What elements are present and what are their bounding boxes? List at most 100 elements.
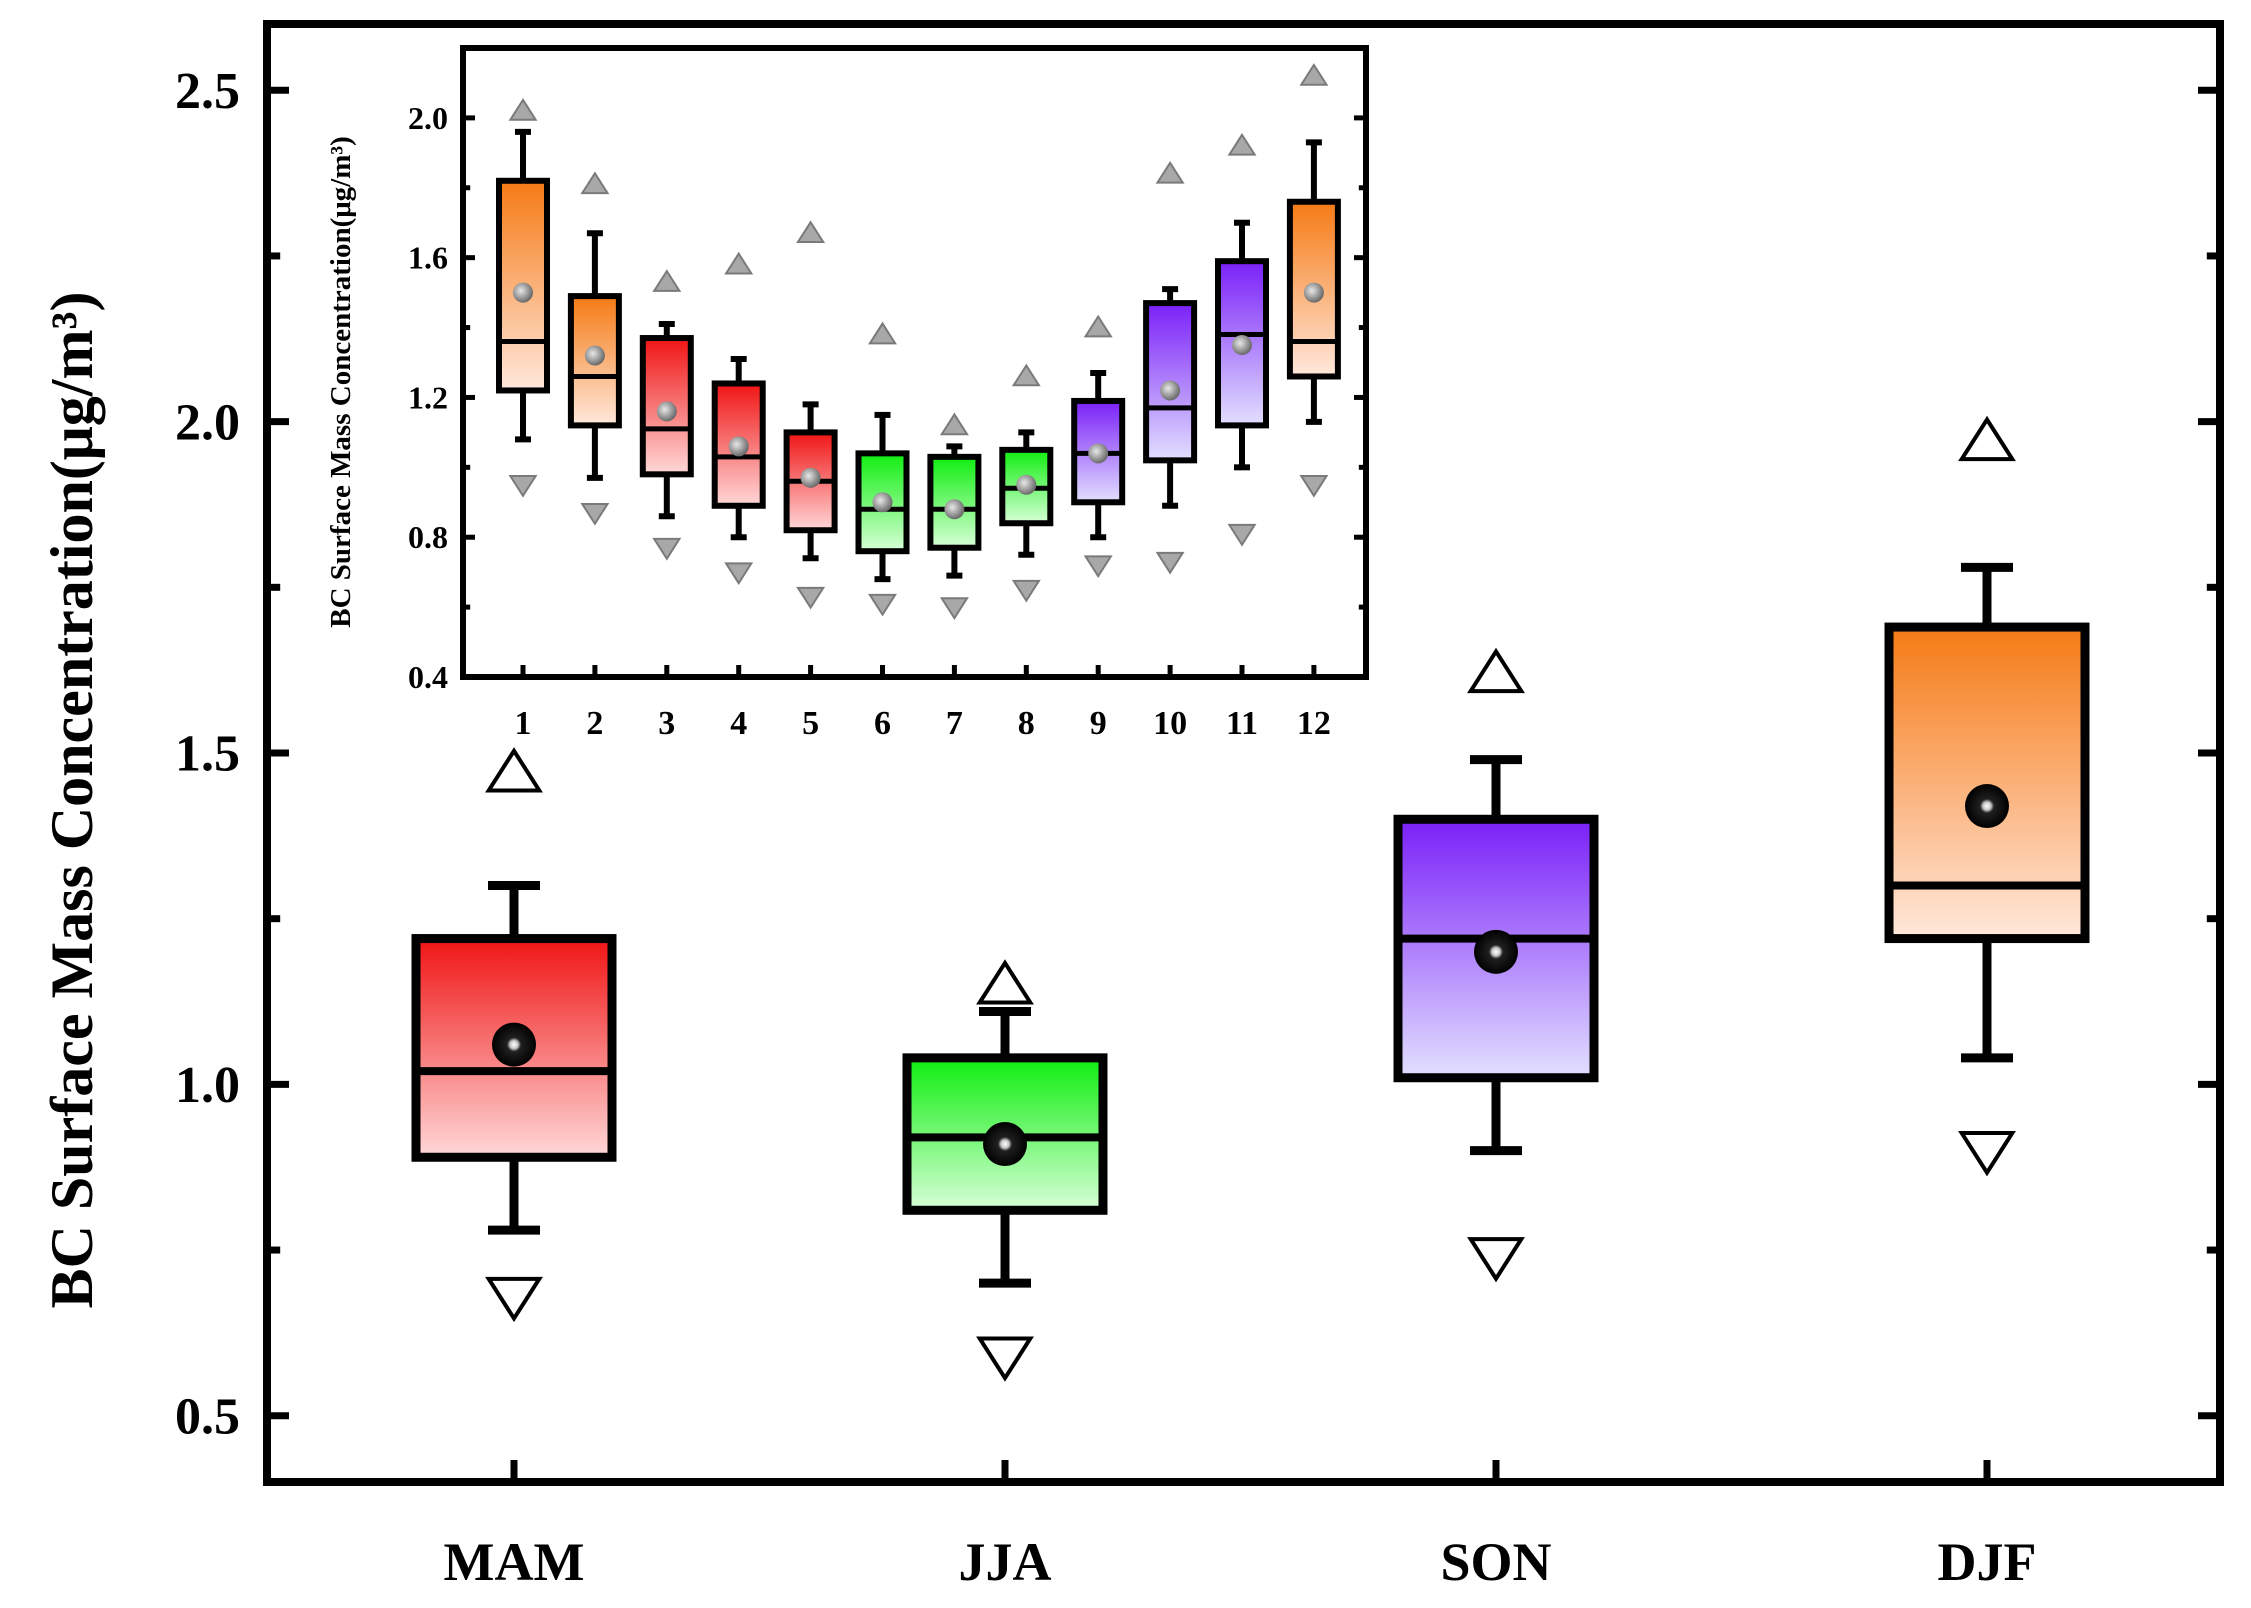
inset-mean-marker	[1088, 443, 1109, 464]
inset-x-tick-label: 2	[586, 705, 603, 742]
inset-y-tick-label: 2.0	[408, 100, 448, 136]
main-x-tick-label: SON	[1440, 1532, 1551, 1592]
inset-min-marker	[1083, 555, 1113, 579]
inset-box-12	[1286, 63, 1341, 498]
inset-x-ticks: 1 2 3 4 5 6 7 8 9 10 11 12	[515, 665, 1331, 742]
main-mean-marker	[983, 1122, 1027, 1167]
inset-mean-marker	[872, 492, 893, 513]
inset-box-5	[783, 220, 838, 610]
inset-max-marker	[580, 171, 610, 195]
inset-x-tick-label: 4	[730, 705, 747, 742]
main-max-marker	[485, 747, 543, 793]
inset-y-tick-label: 0.4	[408, 659, 448, 695]
main-box-JJA	[902, 959, 1108, 1382]
inset-max-marker	[939, 412, 969, 436]
inset-mean-marker	[800, 467, 821, 488]
main-y-tick-label: 0.5	[175, 1388, 240, 1445]
main-min-marker	[1958, 1131, 2016, 1177]
inset-x-tick-label: 6	[874, 705, 891, 742]
main-box-SON	[1393, 647, 1599, 1283]
main-max-marker	[1467, 647, 1525, 694]
main-box-iqr	[1884, 622, 2090, 944]
inset-min-marker	[652, 537, 682, 561]
main-mean-marker	[492, 1022, 536, 1067]
main-min-marker	[976, 1336, 1034, 1382]
main-max-marker	[1958, 415, 2016, 462]
inset-x-tick-label: 1	[515, 705, 532, 742]
inset-mean-marker	[1303, 282, 1324, 303]
main-y-tick-label: 1.5	[175, 726, 240, 783]
inset-y-ticks: 0.4 0.8 1.2 1.6 2.0	[408, 100, 1366, 695]
inset-box-9	[1071, 314, 1126, 579]
main-x-tick-label: DJF	[1938, 1532, 2037, 1592]
inset-min-marker	[868, 593, 897, 617]
inset-y-tick-label: 1.2	[408, 379, 448, 415]
inset-x-tick-label: 7	[946, 705, 963, 742]
main-x-tick-label: MAM	[444, 1532, 585, 1592]
inset-box-iqr	[711, 380, 766, 509]
main-boxes	[411, 415, 2090, 1382]
inset-mean-marker	[656, 401, 677, 422]
inset-min-marker	[508, 475, 538, 498]
inset-box-3	[639, 269, 694, 561]
inset-mean-marker	[944, 499, 965, 520]
inset-mean-marker	[1232, 335, 1252, 356]
inset-box-7	[927, 412, 982, 620]
inset-box-4	[711, 251, 766, 586]
main-box-MAM	[411, 747, 617, 1323]
main-mean-marker	[1965, 784, 2009, 829]
inset-min-marker	[1155, 551, 1185, 575]
inset-box-2	[567, 171, 622, 526]
inset-min-marker	[1011, 579, 1041, 603]
inset-mean-marker	[1160, 380, 1181, 401]
inset-min-marker	[724, 562, 754, 586]
inset-min-marker	[796, 586, 826, 610]
inset-min-marker	[1227, 523, 1257, 547]
inset-min-marker	[580, 502, 610, 526]
inset-x-tick-label: 12	[1297, 705, 1331, 742]
inset-box-11	[1215, 132, 1269, 547]
main-x-ticks: MAM JJA SON DJF	[444, 1460, 2037, 1592]
inset-max-marker	[1227, 132, 1257, 156]
inset-boxes	[496, 63, 1341, 620]
inset-max-marker	[1011, 363, 1041, 387]
inset-max-marker	[724, 251, 754, 275]
inset-y-axis-label: BC Surface Mass Concentration(μg/m³)	[325, 136, 357, 628]
main-y-tick-label: 2.0	[175, 394, 240, 451]
inset-box-10	[1143, 160, 1198, 575]
main-y-tick-label: 1.0	[175, 1057, 240, 1114]
inset-min-marker	[939, 597, 969, 620]
inset-x-tick-label: 9	[1090, 705, 1107, 742]
main-min-marker	[1467, 1237, 1525, 1283]
inset-plot: 0.40.81.21.62.0 1 2 3 4 5 6 7 8 9 10 11 12 BC Surfa…	[325, 45, 1369, 742]
inset-box-1	[496, 98, 550, 498]
inset-x-tick-label: 5	[802, 705, 819, 742]
inset-x-tick-label: 8	[1018, 705, 1035, 742]
inset-x-tick-label: 10	[1153, 705, 1187, 742]
inset-max-marker	[652, 269, 682, 292]
inset-max-marker	[868, 321, 897, 345]
inset-mean-marker	[513, 282, 533, 303]
main-mean-marker	[1474, 929, 1518, 974]
inset-max-marker	[1299, 63, 1329, 86]
inset-y-tick-label: 0.8	[408, 519, 448, 555]
inset-x-tick-label: 3	[658, 705, 675, 742]
inset-box-8	[999, 363, 1054, 603]
inset-min-marker	[1299, 475, 1329, 498]
main-min-marker	[485, 1276, 543, 1323]
main-y-ticks: 0.5 1.0 1.5 2.0 2.5	[175, 63, 2220, 1445]
inset-max-marker	[508, 98, 538, 121]
inset-max-marker	[1155, 160, 1185, 184]
inset-mean-marker	[1016, 474, 1037, 495]
inset-box-6	[855, 321, 910, 617]
inset-mean-marker	[728, 436, 749, 457]
main-plot: 0.5 1.0 1.5 2.0 2.5 MAM JJA SON DJF BC Surface …	[39, 20, 2224, 1592]
main-y-tick-label: 2.5	[175, 63, 240, 120]
main-max-marker	[976, 959, 1034, 1005]
inset-y-tick-label: 1.6	[408, 240, 448, 276]
inset-max-marker	[796, 220, 826, 244]
inset-x-tick-label: 11	[1226, 705, 1258, 742]
inset-mean-marker	[584, 345, 605, 366]
main-box-iqr	[411, 934, 617, 1162]
